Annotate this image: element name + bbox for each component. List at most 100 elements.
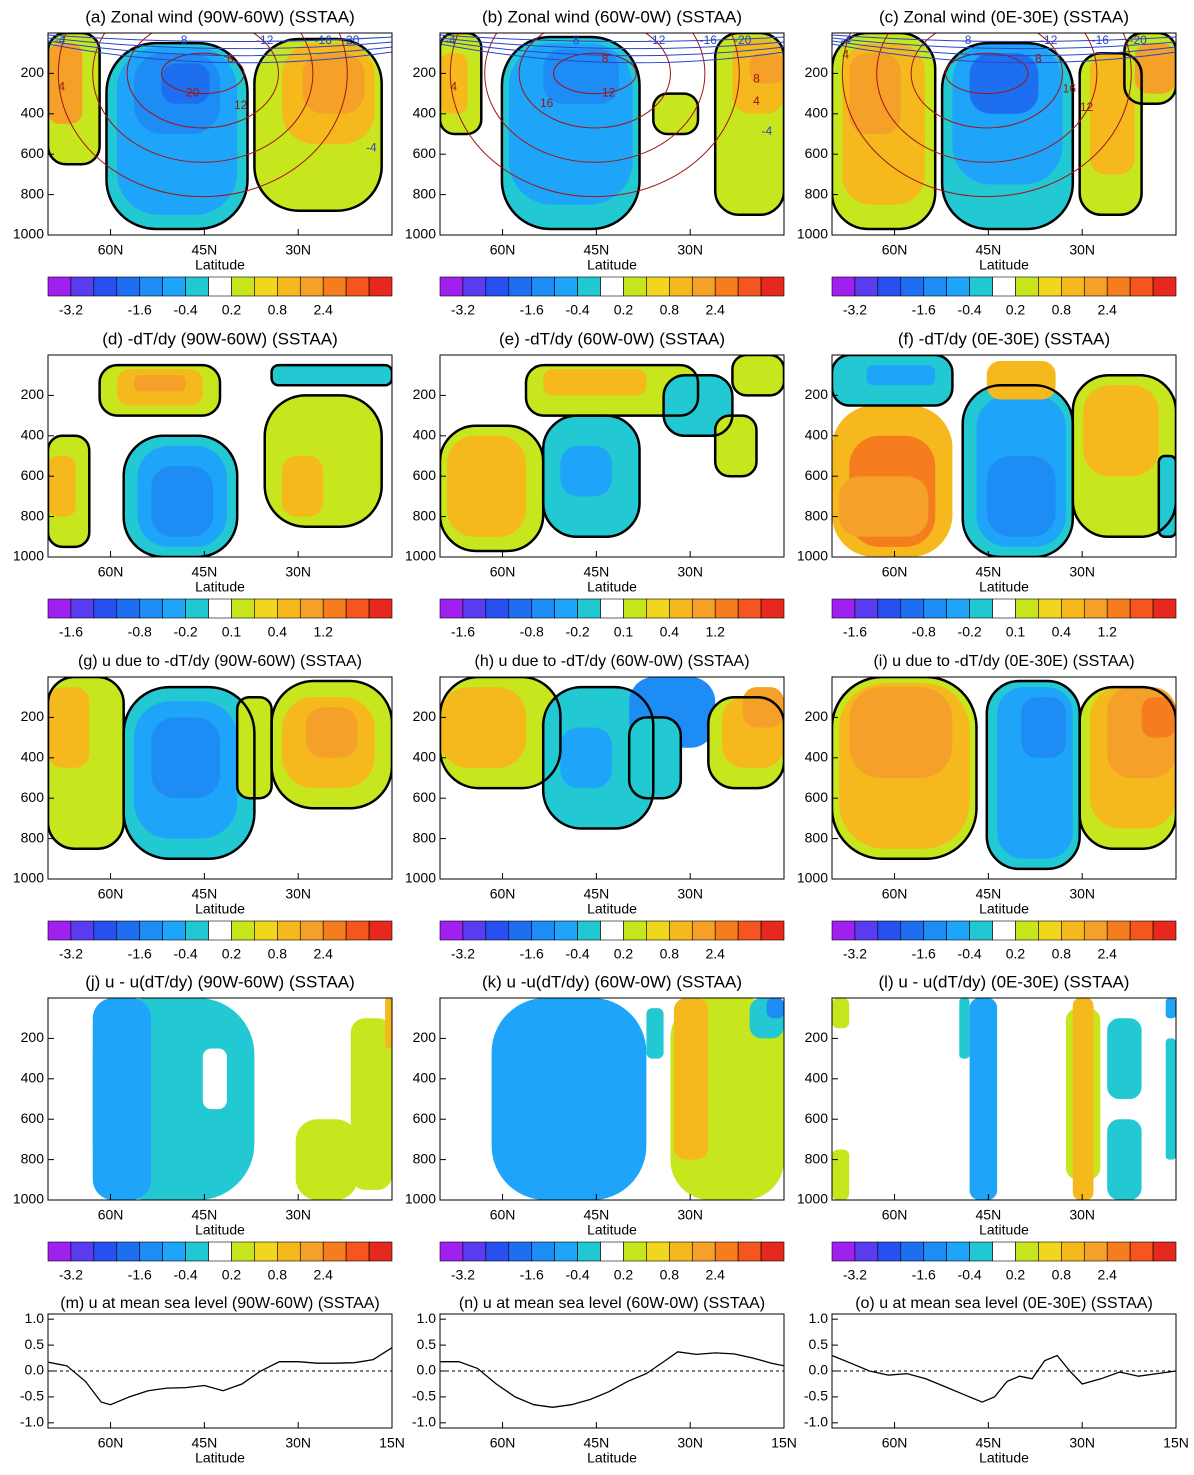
colorbar-swatch (993, 599, 1016, 618)
x-tick-label: 60N (882, 886, 908, 902)
contour-fill (987, 456, 1056, 537)
colorbar-swatch (486, 921, 509, 940)
colorbar-swatch (1015, 921, 1038, 940)
contour-fill (265, 395, 382, 526)
y-tick-label: 400 (21, 1070, 45, 1086)
colorbar-swatch (832, 277, 855, 296)
panel-title: (g) u due to -dT/dy (90W-60W) (SSTAA) (78, 653, 362, 670)
colorbar-swatch (715, 277, 738, 296)
y-tick-label: -1.0 (412, 1414, 436, 1430)
colorbar-swatch (855, 599, 878, 618)
contour-fill (767, 998, 784, 1018)
colorbar-tick-label: -0.8 (128, 624, 152, 640)
plot-area (832, 355, 1176, 557)
colorbar-tick-label: -3.2 (843, 1267, 867, 1283)
colorbar-swatch (71, 1242, 94, 1261)
y-tick-label: 600 (21, 145, 45, 161)
y-tick-label: 1000 (13, 870, 44, 886)
colorbar-tick-label: 0.1 (222, 624, 242, 640)
panel: (c) Zonal wind (0E-30E) (SSTAA)-44-8-12-… (797, 0, 1176, 318)
x-axis-label: Latitude (195, 901, 245, 917)
x-axis-label: Latitude (587, 1450, 637, 1466)
colorbar-swatch (578, 1242, 601, 1261)
colorbar-tick-label: -1.6 (520, 302, 544, 318)
panel: (h) u due to -dT/dy (60W-0W) (SSTAA)-3.2… (405, 653, 784, 961)
colorbar-swatch (1038, 599, 1061, 618)
colorbar-tick-label: -0.2 (958, 624, 982, 640)
y-tick-label: 1.0 (417, 1310, 437, 1326)
colorbar-tick-label: -0.8 (912, 624, 936, 640)
contour-label: -4 (55, 33, 66, 47)
colorbar-swatch (901, 1242, 924, 1261)
colorbar-swatch (623, 1242, 646, 1261)
panel-title: (i) u due to -dT/dy (0E-30E) (SSTAA) (873, 653, 1134, 670)
colorbar-swatch (555, 1242, 578, 1261)
colorbar-swatch (578, 921, 601, 940)
colorbar-swatch (71, 277, 94, 296)
contour-label: -8 (961, 33, 972, 47)
y-tick-label: 1.0 (25, 1310, 45, 1326)
contour-label: 20 (186, 86, 200, 100)
panel-title: (o) u at mean sea level (0E-30E) (SSTAA) (855, 1295, 1153, 1312)
colorbar-swatch (1153, 921, 1176, 940)
contour-label: 4 (842, 47, 849, 61)
colorbar-swatch (692, 599, 715, 618)
y-tick-label: 1.0 (809, 1310, 829, 1326)
contour-fill (385, 998, 392, 1049)
colorbar-tick-label: 2.4 (1097, 1267, 1117, 1283)
colorbar-tick-label: -3.2 (59, 302, 83, 318)
panel-title: (e) -dT/dy (60W-0W) (SSTAA) (499, 329, 725, 348)
colorbar-swatch (993, 277, 1016, 296)
x-tick-label: 30N (1069, 1435, 1095, 1451)
panel: (g) u due to -dT/dy (90W-60W) (SSTAA)-3.… (13, 653, 392, 961)
y-tick-label: 800 (21, 185, 45, 201)
panel-title: (h) u due to -dT/dy (60W-0W) (SSTAA) (474, 653, 749, 670)
colorbar-swatch (578, 277, 601, 296)
panel: (i) u due to -dT/dy (0E-30E) (SSTAA)-3.2… (797, 653, 1176, 961)
colorbar-swatch (369, 921, 392, 940)
contour-fill (866, 365, 935, 385)
colorbar-swatch (832, 1242, 855, 1261)
y-tick-label: 1000 (13, 1191, 44, 1207)
contour-fill (1083, 385, 1159, 476)
plot-area (48, 998, 392, 1200)
colorbar-swatch (1153, 1242, 1176, 1261)
contour-fill (646, 1008, 663, 1059)
x-tick-label: 45N (584, 1207, 610, 1223)
panel: (f) -dT/dy (0E-30E) (SSTAA)-1.6-0.8-0.20… (797, 329, 1176, 639)
contour-label: 16 (1063, 82, 1077, 96)
y-tick-label: 0.5 (417, 1336, 437, 1352)
panel: (d) -dT/dy (90W-60W) (SSTAA)-1.6-0.8-0.2… (13, 329, 392, 639)
colorbar-swatch (300, 1242, 323, 1261)
x-tick-label: 30N (677, 1207, 703, 1223)
colorbar-swatch (578, 599, 601, 618)
colorbar-swatch (947, 599, 970, 618)
colorbar-tick-label: 0.4 (660, 624, 680, 640)
colorbar-swatch (1015, 599, 1038, 618)
colorbar-swatch (601, 1242, 624, 1261)
y-tick-label: -1.0 (20, 1414, 44, 1430)
colorbar-tick-label: -1.6 (912, 946, 936, 962)
colorbar-tick-label: -0.4 (958, 946, 982, 962)
colorbar-tick-label: -3.2 (451, 302, 475, 318)
colorbar-tick-label: 0.8 (660, 1267, 680, 1283)
y-tick-label: 200 (413, 386, 437, 402)
colorbar-swatch (878, 277, 901, 296)
colorbar-swatch (970, 1242, 993, 1261)
contour-fill (732, 355, 784, 395)
colorbar-tick-label: -0.4 (566, 1267, 590, 1283)
contour-fill (629, 717, 681, 798)
x-axis-label: Latitude (979, 1222, 1029, 1238)
contour-label: -4 (761, 124, 772, 138)
panel: (o) u at mean sea level (0E-30E) (SSTAA)… (804, 1295, 1189, 1465)
colorbar-swatch (163, 599, 186, 618)
colorbar-swatch (832, 599, 855, 618)
colorbar-swatch (669, 1242, 692, 1261)
colorbar-swatch (300, 921, 323, 940)
colorbar-swatch (669, 921, 692, 940)
y-tick-label: 0.0 (417, 1362, 437, 1378)
colorbar-swatch (186, 1242, 209, 1261)
colorbar-swatch (1061, 921, 1084, 940)
plot-area: -44-8-12-16-208161284-4 (440, 0, 784, 235)
colorbar-tick-label: -1.6 (843, 624, 867, 640)
